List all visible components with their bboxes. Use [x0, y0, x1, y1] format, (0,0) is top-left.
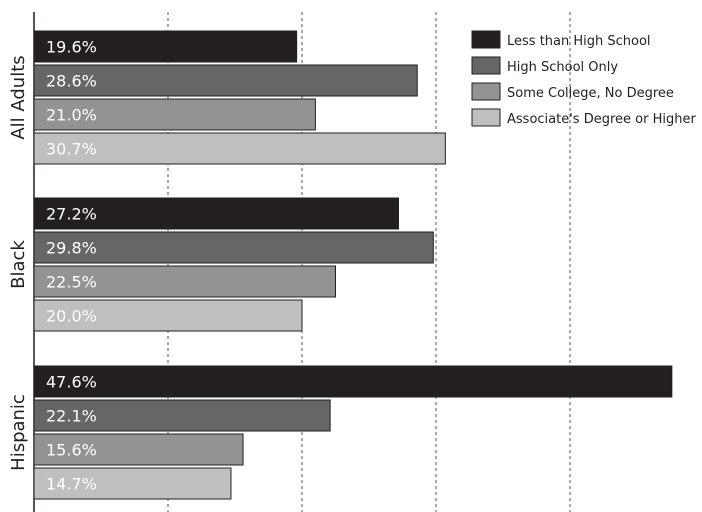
legend-swatch-high-school-only	[471, 56, 501, 75]
bar-all-adults-some-college-no-degree	[33, 98, 316, 131]
category-labels: All Adults Black Hispanic	[8, 55, 29, 471]
value-label-black-some-college-no-degree: 22.5%	[46, 273, 97, 292]
value-label-black-associate-s-degree-or-higher: 20.0%	[46, 307, 97, 326]
bar-black-associate-s-degree-or-higher	[33, 299, 303, 332]
bar-black-some-college-no-degree	[33, 265, 336, 298]
bars: 19.6% 28.6% 21.0% 30.7% 27.2% 29.8% 22.5% 20.0%…	[33, 30, 673, 500]
legend-label-less-than-high-school: Less than High School	[507, 34, 651, 49]
bar-black-high-school-only	[33, 231, 434, 264]
value-label-all-adults-some-college-no-degree: 21.0%	[46, 106, 97, 125]
legend-label-some-college-no-degree: Some College, No Degree	[507, 86, 674, 101]
value-label-hispanic-some-college-no-degree: 15.6%	[46, 441, 97, 460]
value-label-black-less-than-high-school: 27.2%	[46, 205, 97, 224]
value-label-hispanic-associate-s-degree-or-higher: 14.7%	[46, 475, 97, 494]
bar-black-less-than-high-school	[33, 197, 399, 230]
legend-swatch-some-college-no-degree	[471, 82, 501, 101]
bar-all-adults-high-school-only	[33, 64, 418, 97]
bar-hispanic-high-school-only	[33, 399, 331, 432]
value-label-all-adults-less-than-high-school: 19.6%	[46, 38, 97, 57]
value-label-black-high-school-only: 29.8%	[46, 239, 97, 258]
value-label-all-adults-high-school-only: 28.6%	[46, 72, 97, 91]
legend-label-associate-s-degree-or-higher: Associate's Degree or Higher	[507, 112, 696, 127]
category-label-black: Black	[8, 240, 29, 289]
bar-hispanic-less-than-high-school	[33, 365, 673, 398]
legend-swatch-associate-s-degree-or-higher	[471, 108, 501, 127]
legend-label-high-school-only: High School Only	[507, 60, 618, 75]
value-label-all-adults-associate-s-degree-or-higher: 30.7%	[46, 140, 97, 159]
category-label-all-adults: All Adults	[8, 55, 29, 139]
legend-swatch-less-than-high-school	[471, 30, 501, 49]
value-label-hispanic-high-school-only: 22.1%	[46, 407, 97, 426]
value-label-hispanic-less-than-high-school: 47.6%	[46, 373, 97, 392]
legend: Less than High School High School Only Som…	[471, 30, 696, 127]
category-label-hispanic: Hispanic	[8, 394, 29, 471]
bar-all-adults-associate-s-degree-or-higher	[33, 132, 446, 165]
bar-hispanic-some-college-no-degree	[33, 433, 244, 466]
bar-hispanic-associate-s-degree-or-higher	[33, 467, 232, 500]
bar-all-adults-less-than-high-school	[33, 30, 298, 63]
